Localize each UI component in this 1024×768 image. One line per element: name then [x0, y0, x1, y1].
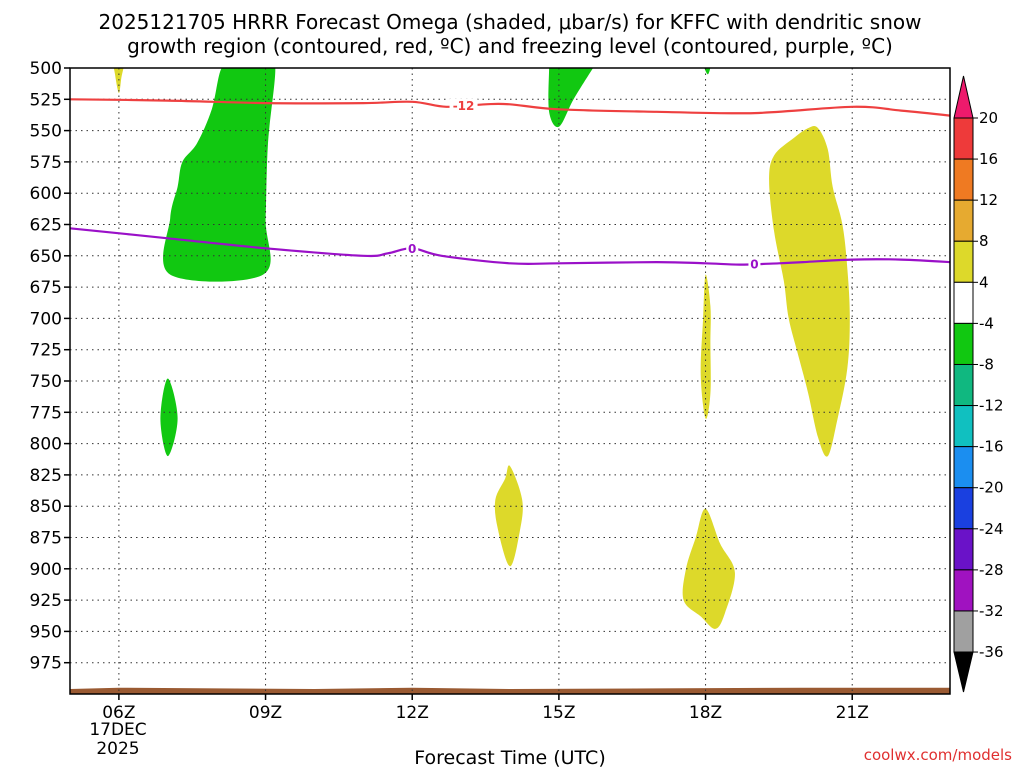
y-tick-label-750: 750 — [30, 372, 62, 392]
y-tick-label-875: 875 — [30, 529, 62, 549]
contour-label-2-1: 0 — [408, 242, 416, 256]
y-tick-label-850: 850 — [30, 497, 62, 517]
colorbar-bottom-arrow — [953, 651, 974, 693]
y-tick-label-650: 650 — [30, 247, 62, 267]
colorbar-band-6 — [953, 322, 974, 365]
x-tick-label-06Z: 06Z — [102, 703, 135, 723]
x-axis-label: Forecast Time (UTC) — [414, 747, 605, 768]
y-tick-label-950: 950 — [30, 622, 62, 642]
contour-line-1 — [69, 98, 951, 117]
y-tick-label-675: 675 — [30, 278, 62, 298]
omega-region-4 — [160, 378, 178, 457]
colorbar-label-2: 16 — [979, 150, 998, 168]
colorbar-band-10 — [953, 487, 974, 530]
colorbar-label-4: 8 — [979, 232, 989, 250]
y-tick-label-525: 525 — [30, 90, 62, 110]
x-tick-label-12Z: 12Z — [396, 703, 429, 723]
colorbar-label-13: -32 — [979, 602, 1004, 620]
year-label: 2025 — [96, 739, 139, 759]
colorbar-label-12: -28 — [979, 561, 1004, 579]
colorbar-label-14: -36 — [979, 643, 1004, 661]
y-tick-label-700: 700 — [30, 309, 62, 329]
colorbar-label-11: -24 — [979, 520, 1004, 538]
chart-title-line-2: growth region (contoured, red, ºC) and f… — [127, 34, 893, 58]
colorbar-label-9: -16 — [979, 438, 1004, 456]
x-axis-ticks: 06Z 09Z 12Z 15Z 18Z 21Z — [102, 694, 869, 723]
omega-region-8 — [494, 465, 523, 567]
date-label: 17DEC — [89, 720, 146, 740]
y-tick-label-725: 725 — [30, 341, 62, 361]
contour-label-bg — [449, 98, 478, 113]
chart-title-line-1: 2025121705 HRRR Forecast Omega (shaded, … — [99, 10, 922, 34]
omega-region-5 — [113, 68, 124, 94]
y-tick-label-900: 900 — [30, 560, 62, 580]
contour-label-bg — [748, 257, 761, 272]
colorbar-label-7: -8 — [979, 355, 994, 373]
colorbar-band-11 — [953, 528, 974, 571]
surface-terrain — [70, 687, 950, 694]
y-tick-label-550: 550 — [30, 122, 62, 142]
colorbar-band-9 — [953, 446, 974, 489]
colorbar-band-12 — [953, 569, 974, 612]
omega-region-2 — [548, 68, 594, 128]
colorbar-band-2 — [953, 158, 974, 201]
colorbar-label-3: 12 — [979, 191, 998, 209]
y-tick-label-500: 500 — [30, 59, 62, 79]
x-tick-label-21Z: 21Z — [836, 703, 869, 723]
colorbar-band-8 — [953, 405, 974, 448]
colorbar-label-6: -4 — [979, 314, 994, 332]
colorbar-label-5: 4 — [979, 273, 989, 291]
contour-label-1-1: -12 — [453, 99, 475, 113]
y-tick-label-600: 600 — [30, 184, 62, 204]
omega-region-7 — [700, 274, 711, 419]
colorbar-band-3 — [953, 199, 974, 242]
colorbar-band-4 — [953, 240, 974, 283]
colorbar-band-7 — [953, 363, 974, 407]
y-axis-ticks: 500 525 550 575 600 625 650 675 700 725 750 775 800 8… — [30, 59, 70, 674]
y-tick-label-925: 925 — [30, 591, 62, 611]
contour-label-2-2: 0 — [750, 258, 758, 272]
x-tick-label-15Z: 15Z — [542, 703, 575, 723]
gridlines — [70, 67, 950, 694]
y-tick-label-775: 775 — [30, 403, 62, 423]
colorbar: 20 16 12 8 4 -4 -8 -12 -16 -20 -24 -28 -32 -36 — [953, 75, 1004, 693]
colorbar-label-10: -20 — [979, 479, 1004, 497]
colorbar-band-13 — [953, 610, 974, 653]
y-tick-label-625: 625 — [30, 216, 62, 236]
y-tick-label-975: 975 — [30, 654, 62, 674]
y-tick-label-575: 575 — [30, 153, 62, 173]
colorbar-label-1: 20 — [979, 109, 998, 127]
x-tick-label-18Z: 18Z — [689, 703, 722, 723]
colorbar-label-8: -12 — [979, 397, 1004, 415]
credit-text: coolwx.com/models — [864, 746, 1012, 764]
contour-label-bg — [406, 241, 419, 256]
omega-region-1 — [163, 68, 276, 282]
omega-region-3 — [704, 68, 711, 75]
omega-region-6 — [769, 126, 850, 457]
y-tick-label-800: 800 — [30, 435, 62, 455]
contour-line-2 — [69, 227, 951, 266]
terrain-surface — [70, 687, 950, 694]
colorbar-band-5 — [953, 281, 974, 324]
y-tick-label-825: 825 — [30, 466, 62, 486]
x-tick-label-09Z: 09Z — [249, 703, 282, 723]
colorbar-band-1 — [953, 117, 974, 160]
temperature-contours: -12 0 0 — [69, 98, 951, 272]
